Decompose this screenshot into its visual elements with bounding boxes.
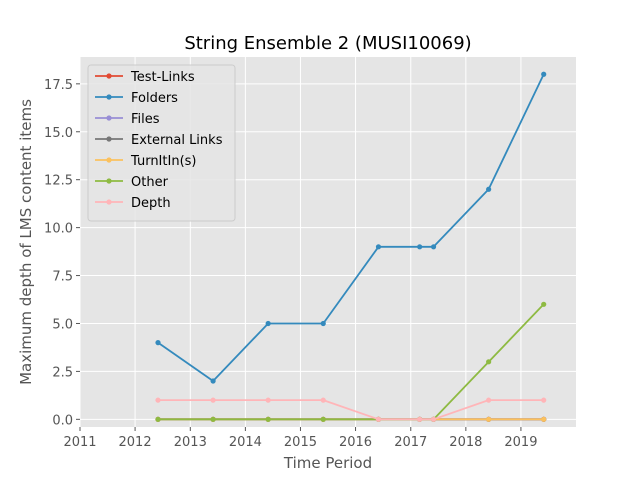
y-tick-label: 10.0 <box>44 222 73 237</box>
legend-marker <box>106 157 112 163</box>
legend-marker <box>106 73 112 79</box>
data-point-folders <box>210 378 216 384</box>
legend-marker <box>106 136 112 142</box>
data-point-other <box>541 301 547 307</box>
legend-item: Folders <box>95 91 178 106</box>
data-point-other <box>265 416 271 422</box>
data-point-other <box>486 359 492 365</box>
legend-marker <box>106 199 112 205</box>
data-point-depth <box>155 397 161 403</box>
x-tick-label: 2011 <box>63 435 96 450</box>
series-group <box>155 71 547 422</box>
data-point-depth <box>486 397 492 403</box>
data-point-depth <box>417 416 423 422</box>
y-tick-label: 17.5 <box>44 78 73 93</box>
x-tick-label: 2015 <box>284 435 317 450</box>
legend-label: Folders <box>131 91 178 106</box>
y-axis-title: Maximum depth of LMS content items <box>17 99 35 385</box>
x-tick-label: 2018 <box>449 435 482 450</box>
y-tick-label: 2.5 <box>52 365 73 380</box>
legend-label: External Links <box>131 133 223 148</box>
data-point-other <box>320 416 326 422</box>
data-point-depth <box>430 416 437 422</box>
data-point-depth <box>375 416 382 422</box>
data-point-depth <box>265 397 271 403</box>
legend-item: Test-Links <box>95 70 195 85</box>
y-axis-ticks: 0.0 2.5 5.0 7.5 10.0 12.5 15.0 17.5 <box>44 78 80 428</box>
x-tick-label: 2013 <box>174 435 207 450</box>
data-point-folders <box>417 244 423 250</box>
legend-label: Files <box>131 112 160 127</box>
legend-item: Depth <box>95 196 171 211</box>
legend-label: TurnItIn(s) <box>130 154 196 169</box>
data-point-folders <box>486 186 492 192</box>
y-tick-label: 15.0 <box>44 126 73 141</box>
data-point-depth <box>210 397 216 403</box>
x-axis-title: Time Period <box>283 454 372 472</box>
y-tick-label: 7.5 <box>52 270 73 285</box>
data-point-folders <box>265 320 271 327</box>
series-depth <box>155 397 547 422</box>
y-tick-label: 12.5 <box>44 174 73 189</box>
chart-title: String Ensemble 2 (MUSI10069) <box>184 33 471 54</box>
data-point-other <box>155 416 161 422</box>
legend-label: Depth <box>131 196 171 211</box>
data-point-folders <box>430 244 437 250</box>
data-point-folders <box>375 244 382 250</box>
data-point-turnitin-s <box>541 416 547 422</box>
data-point-folders <box>320 320 326 327</box>
data-point-folders <box>541 71 547 77</box>
series-folders <box>155 71 547 384</box>
legend-box <box>87 64 236 222</box>
data-point-depth <box>320 397 326 403</box>
y-tick-label: 0.0 <box>52 413 73 428</box>
x-axis-ticks: 2011 2012 2013 2014 2015 2016 2017 2018 2019 <box>63 427 537 450</box>
x-tick-label: 2016 <box>339 435 372 450</box>
legend-label: Test-Links <box>130 70 195 85</box>
legend-item: Files <box>95 112 160 127</box>
legend-label: Other <box>131 175 169 190</box>
x-tick-label: 2012 <box>119 435 152 450</box>
legend-marker <box>106 94 112 100</box>
x-tick-label: 2019 <box>504 435 537 450</box>
y-tick-label: 5.0 <box>52 317 73 332</box>
legend-marker <box>106 178 112 184</box>
data-point-turnitin-s <box>486 416 492 422</box>
data-point-other <box>210 416 216 422</box>
legend: Test-Links Folders Files External Links Turn… <box>87 64 236 222</box>
data-point-folders <box>155 340 161 346</box>
x-tick-label: 2017 <box>394 435 427 450</box>
data-point-depth <box>541 397 547 403</box>
legend-marker <box>106 115 112 121</box>
x-tick-label: 2014 <box>229 435 262 450</box>
legend-item: External Links <box>95 133 223 148</box>
legend-item: Other <box>95 175 169 190</box>
legend-item: TurnItIn(s) <box>95 154 196 169</box>
